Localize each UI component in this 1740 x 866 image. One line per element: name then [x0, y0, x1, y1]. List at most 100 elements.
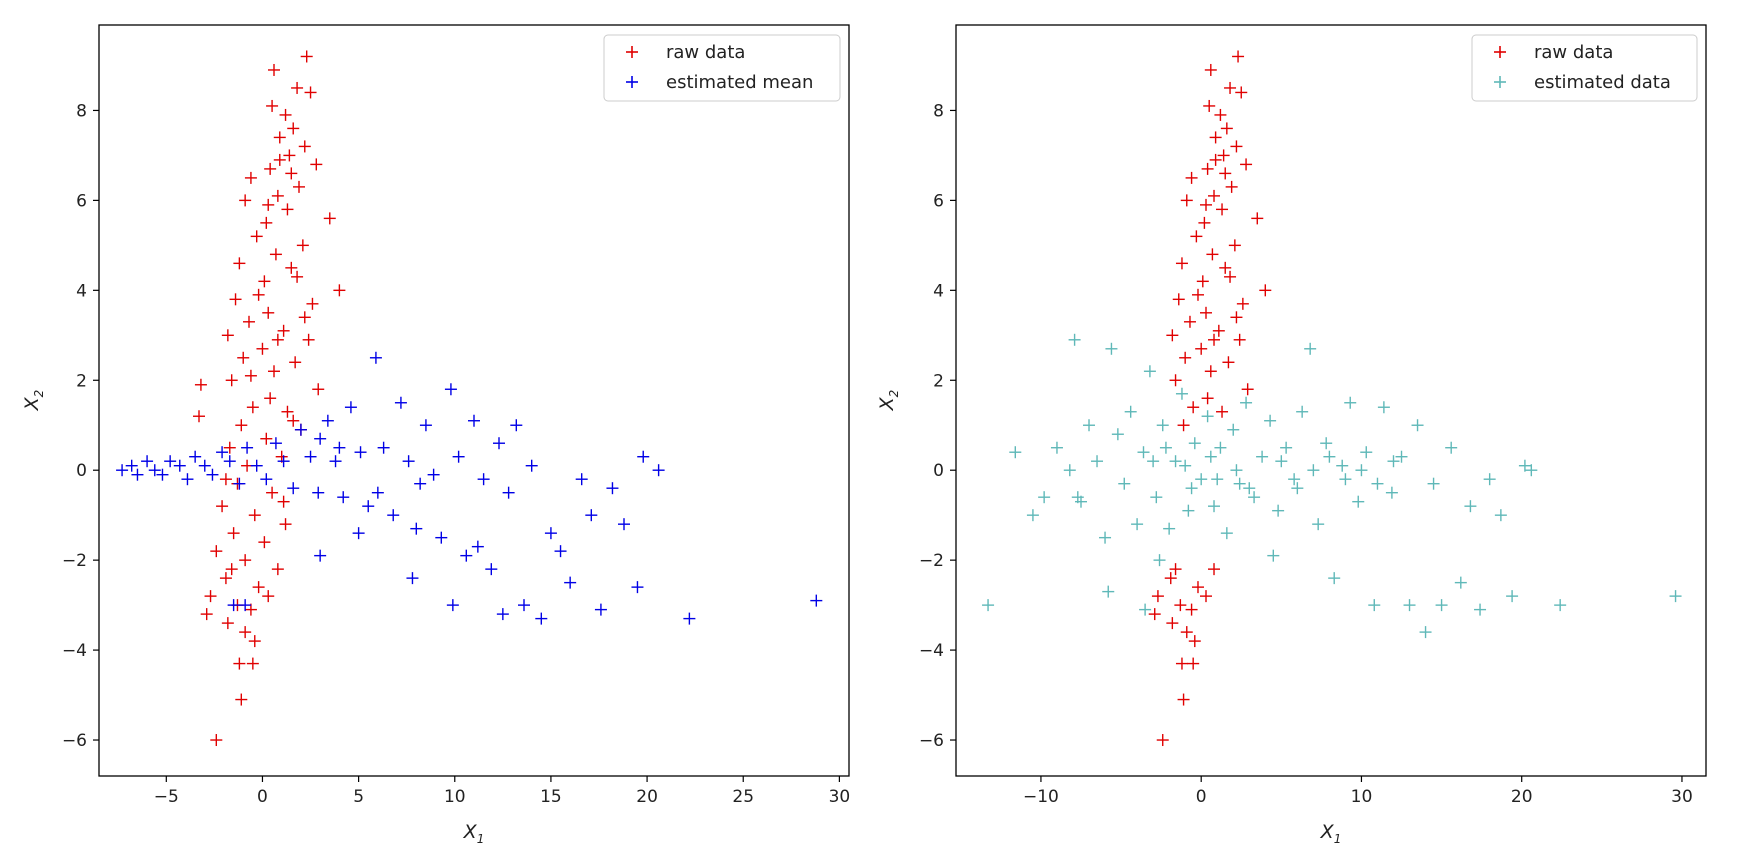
- left-raw-point: [266, 99, 279, 112]
- right-estimated-point: [1147, 455, 1160, 468]
- right-raw-point: [1236, 297, 1249, 310]
- left-raw-point: [239, 554, 252, 567]
- left-raw-point: [262, 306, 275, 319]
- left-estimated-point: [223, 455, 236, 468]
- left-raw-point: [298, 311, 311, 324]
- right-raw-point: [1166, 617, 1179, 630]
- left-raw-point: [273, 131, 286, 144]
- left-raw-point: [283, 149, 296, 162]
- right-raw-point: [1222, 356, 1235, 369]
- left-estimated-point: [810, 594, 823, 607]
- left-raw-point: [221, 617, 234, 630]
- left-raw-point: [268, 63, 280, 76]
- right-raw-point: [1179, 351, 1192, 364]
- right-raw-point: [1219, 261, 1232, 274]
- right-estimated-point: [1139, 603, 1152, 616]
- right-estimated-point: [1344, 396, 1357, 409]
- right-x-axis-label: X1: [1320, 821, 1342, 846]
- right-raw-point: [1224, 81, 1237, 94]
- left-estimated-point: [333, 441, 346, 454]
- right-estimated-point: [1038, 491, 1051, 504]
- left-estimated-point: [406, 572, 419, 585]
- right-estimated-point: [1240, 396, 1253, 409]
- left-y-tick-label: −2: [62, 551, 87, 571]
- right-raw-point: [1148, 608, 1161, 621]
- right-raw-point: [1183, 315, 1196, 328]
- left-raw-point: [193, 410, 205, 423]
- right-raw-point: [1241, 383, 1254, 396]
- left-raw-point: [287, 122, 300, 135]
- right-y-tick-label: 8: [933, 101, 944, 121]
- right-raw-point: [1187, 657, 1200, 670]
- left-estimated-point: [304, 450, 317, 463]
- right-estimated-point: [1336, 459, 1349, 472]
- right-estimated-point: [1163, 522, 1176, 535]
- right-raw-point: [1195, 342, 1208, 355]
- left-raw-point: [293, 180, 305, 193]
- left-estimated-point: [444, 383, 457, 396]
- left-raw-point: [237, 351, 250, 364]
- right-estimated-point: [1267, 549, 1280, 562]
- right-y-axis-label: X2: [876, 390, 901, 412]
- right-estimated-point: [1395, 450, 1408, 463]
- left-raw-point: [281, 203, 294, 216]
- right-estimated-point: [1131, 518, 1144, 531]
- left-estimated-point: [402, 455, 415, 468]
- left-raw-point: [273, 153, 286, 166]
- left-y-tick-label: 2: [76, 371, 87, 391]
- right-raw-point: [1204, 365, 1217, 378]
- right-estimated-point: [1264, 414, 1277, 427]
- left-plot-marks: [116, 50, 823, 747]
- right-estimated-point: [1291, 482, 1304, 495]
- left-raw-point: [244, 171, 257, 184]
- right-estimated-point: [1377, 401, 1390, 414]
- left-estimated-point: [125, 459, 138, 472]
- left-estimated-point: [329, 455, 342, 468]
- left-raw-point: [258, 536, 271, 549]
- left-x-axis-label: X1: [463, 821, 485, 846]
- left-estimated-point: [502, 486, 515, 499]
- left-estimated-point: [468, 414, 480, 427]
- left-raw-point: [285, 261, 298, 274]
- left-estimated-point: [419, 419, 432, 432]
- right-raw-point: [1216, 405, 1229, 418]
- left-raw-point: [250, 230, 263, 243]
- right-estimated-point: [1464, 500, 1477, 513]
- left-legend: raw data estimated mean: [603, 34, 841, 102]
- left-raw-point: [200, 608, 213, 621]
- right-estimated-point: [1525, 464, 1538, 477]
- right-estimated-point: [1185, 482, 1198, 495]
- right-raw-point: [1259, 284, 1272, 297]
- right-raw-point: [1224, 270, 1237, 283]
- left-raw-point: [323, 212, 336, 225]
- right-estimated-point: [982, 599, 995, 612]
- left-raw-point: [264, 392, 277, 405]
- left-estimated-point: [518, 599, 530, 612]
- right-y-tick-label: 4: [933, 281, 944, 301]
- right-raw-point: [1196, 275, 1209, 288]
- right-estimated-point: [1150, 491, 1163, 504]
- right-raw-point: [1169, 374, 1182, 387]
- right-estimated-point: [1195, 473, 1208, 486]
- right-raw-point: [1185, 171, 1198, 184]
- right-raw-point: [1191, 288, 1204, 301]
- left-estimated-point: [344, 401, 357, 414]
- left-raw-point: [252, 288, 265, 301]
- left-scatter-plot: −5 0 5 10 15 20 25 30 −6 −4 −2 0 2 4 6 8 X1 X2 raw dat…: [21, 24, 850, 846]
- right-raw-point: [1177, 419, 1190, 432]
- right-x-tick-label: 30: [1671, 787, 1693, 807]
- left-estimated-point: [371, 486, 384, 499]
- left-estimated-point: [141, 455, 154, 468]
- left-raw-point: [271, 563, 284, 576]
- left-raw-point: [239, 626, 252, 639]
- left-legend-marker-mean: [626, 76, 638, 88]
- left-estimated-point: [164, 455, 177, 468]
- right-legend-label-raw: raw data: [1534, 42, 1613, 63]
- right-y-ticks: −6 −4 −2 0 2 4 6 8: [919, 101, 956, 751]
- left-estimated-point: [496, 608, 509, 621]
- right-raw-point: [1212, 324, 1225, 337]
- left-raw-point: [260, 432, 273, 445]
- right-x-ticks: −10 0 10 20 30: [1023, 776, 1693, 807]
- left-raw-point: [233, 657, 246, 670]
